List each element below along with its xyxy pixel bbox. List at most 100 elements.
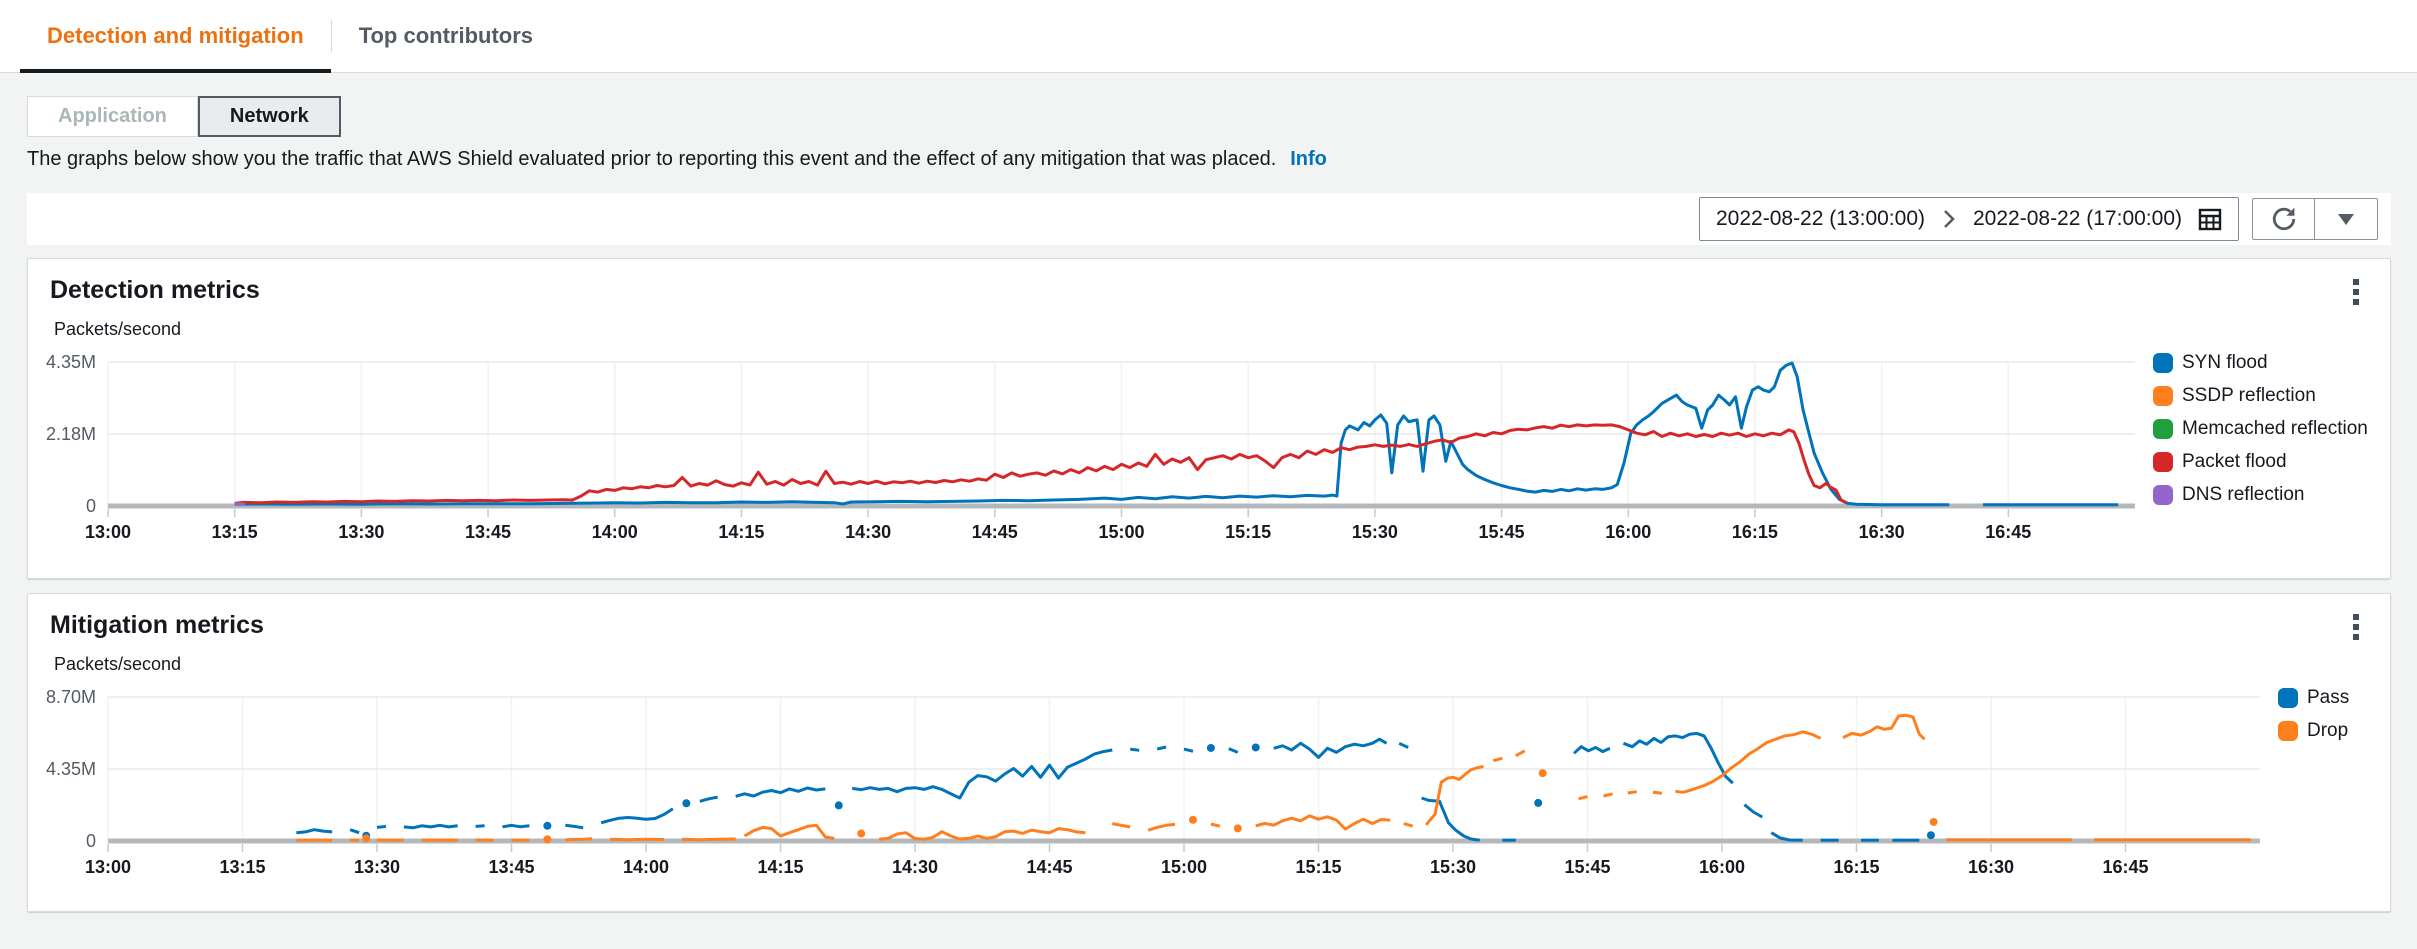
legend-label: DNS reflection: [2182, 484, 2305, 505]
mitigation-metrics-menu-button[interactable]: [2340, 608, 2372, 646]
chart-point-pass: [1251, 743, 1260, 752]
x-axis-tick-label: 15:45: [1564, 857, 1610, 877]
x-axis-tick-label: 16:15: [1732, 522, 1778, 542]
tab-detection-and-mitigation[interactable]: Detection and mitigation: [20, 0, 331, 73]
refresh-button[interactable]: [2252, 198, 2315, 240]
chart-line-pass: [600, 807, 674, 825]
legend-item-memcached-reflection[interactable]: Memcached reflection: [2153, 418, 2368, 440]
y-axis-tick-label: 2.18M: [46, 424, 96, 444]
info-link[interactable]: Info: [1290, 148, 1327, 170]
chart-line-pass: [565, 823, 584, 830]
chart-line-drop: [1424, 765, 1484, 826]
caret-down-icon: [2338, 213, 2354, 225]
chart-point-drop: [1929, 817, 1938, 826]
legend-item-pass[interactable]: Pass: [2278, 687, 2349, 709]
x-axis-tick-label: 14:00: [623, 857, 669, 877]
start-date: 2022-08-22 (13:00:00): [1716, 207, 1925, 230]
calendar-icon: [2198, 208, 2222, 231]
chart-point-drop: [543, 835, 552, 844]
date-range-picker[interactable]: 2022-08-22 (13:00:00) 2022-08-22 (17:00:…: [1699, 197, 2239, 241]
page-description: The graphs below show you the traffic th…: [27, 148, 1327, 171]
chart-line-pass: [349, 828, 360, 835]
legend-label: Drop: [2307, 720, 2349, 741]
chart-line-drop: [1515, 749, 1526, 758]
legend-swatch: [2278, 688, 2298, 708]
chart-line-drop: [1578, 795, 1588, 801]
chart-line-drop: [878, 827, 1086, 841]
description-text: The graphs below show you the traffic th…: [27, 148, 1277, 170]
legend-item-packet-flood[interactable]: Packet flood: [2153, 451, 2368, 473]
chart-line-drop: [565, 837, 593, 842]
chart-line-pass: [1421, 796, 1481, 842]
chart-line-packet-flood: [234, 423, 1847, 505]
x-axis-tick-label: 14:15: [757, 857, 803, 877]
chart-line-pass: [1743, 803, 1764, 819]
chart-line-pass: [851, 748, 1113, 800]
x-axis-tick-label: 13:15: [212, 522, 258, 542]
chart-line-drop: [681, 837, 736, 842]
chart-line-drop: [1147, 822, 1176, 832]
view-toggle: Application Network: [27, 96, 341, 137]
x-axis-tick-label: 14:30: [892, 857, 938, 877]
chart-line-drop: [743, 823, 835, 840]
kebab-icon: [2353, 279, 2359, 285]
chevron-right-icon: [1944, 210, 1955, 228]
chart-line-pass: [699, 795, 718, 803]
y-axis-label: Packets/second: [54, 319, 182, 339]
detection-chart-row: 13:00 13:15 13:30 13:45 14:00 14:15 14:30 14:45…: [28, 344, 2390, 544]
legend-swatch: [2153, 353, 2173, 373]
x-axis-tick-label: 16:30: [1968, 857, 2014, 877]
detection-metrics-chart[interactable]: 13:00 13:15 13:30 13:45 14:00 14:15 14:30 14:45…: [28, 344, 2153, 544]
legend-label: Memcached reflection: [2182, 418, 2368, 439]
legend-item-syn-flood[interactable]: SYN flood: [2153, 352, 2368, 374]
kebab-icon: [2353, 614, 2359, 620]
legend-swatch: [2153, 452, 2173, 472]
chart-point-pass: [682, 799, 691, 808]
toggle-network-button[interactable]: Network: [197, 96, 341, 137]
chart-point-drop: [1233, 824, 1242, 833]
legend-label: Pass: [2307, 687, 2350, 708]
x-axis-tick-label: 13:00: [85, 522, 131, 542]
legend-item-ssdp-reflection[interactable]: SSDP reflection: [2153, 385, 2368, 407]
chart-line-pass: [1156, 745, 1167, 751]
chart-line-drop: [1842, 713, 1926, 741]
x-axis-tick-label: 15:30: [1352, 522, 1398, 542]
mitigation-metrics-panel: Mitigation metrics Packets/second 13:00 1…: [27, 593, 2391, 912]
x-axis-tick-label: 15:15: [1295, 857, 1341, 877]
legend-swatch: [2153, 419, 2173, 439]
x-axis-tick-label: 14:45: [1026, 857, 1072, 877]
chart-line-drop: [1627, 790, 1638, 795]
x-axis-tick-label: 16:45: [1985, 522, 2031, 542]
chart-point-drop: [1538, 769, 1547, 778]
time-range-dropdown-button[interactable]: [2315, 198, 2378, 240]
chart-line-drop: [1112, 822, 1131, 829]
detection-metrics-panel: Detection metrics Packets/second 13:00 13…: [27, 258, 2391, 579]
legend-item-dns-reflection[interactable]: DNS reflection: [2153, 484, 2368, 506]
tab-bar: Detection and mitigation Top contributor…: [0, 0, 2417, 73]
chart-line-pass: [1228, 747, 1239, 754]
tab-label: Top contributors: [358, 23, 534, 48]
mitigation-metrics-chart[interactable]: 13:00 13:15 13:30 13:45 14:00 14:15 14:30 14:45…: [28, 679, 2278, 879]
legend-swatch: [2278, 721, 2298, 741]
tab-label: Detection and mitigation: [47, 23, 304, 48]
x-axis-tick-label: 16:15: [1833, 857, 1879, 877]
refresh-icon: [2272, 207, 2295, 231]
chart-line-drop: [1492, 756, 1503, 763]
x-axis-tick-label: 13:30: [354, 857, 400, 877]
detection-metrics-menu-button[interactable]: [2340, 273, 2372, 311]
x-axis-tick-label: 15:30: [1430, 857, 1476, 877]
end-date: 2022-08-22 (17:00:00): [1973, 207, 2182, 230]
tab-divider: [330, 20, 332, 52]
chart-point-pass: [1926, 831, 1935, 840]
tab-top-contributors[interactable]: Top contributors: [332, 0, 560, 72]
time-range-bar: 2022-08-22 (13:00:00) 2022-08-22 (17:00:…: [27, 193, 2391, 245]
mitigation-chart-row: 13:00 13:15 13:30 13:45 14:00 14:15 14:30 14:45…: [28, 679, 2390, 879]
chart-line-drop: [1403, 822, 1414, 828]
legend-item-drop[interactable]: Drop: [2278, 720, 2349, 742]
x-axis-tick-label: 13:00: [85, 857, 131, 877]
y-axis-tick-label: 4.35M: [46, 352, 96, 372]
toggle-application-button[interactable]: Application: [27, 96, 198, 137]
chart-line-pass: [475, 824, 485, 828]
chart-point-drop: [1188, 815, 1197, 824]
